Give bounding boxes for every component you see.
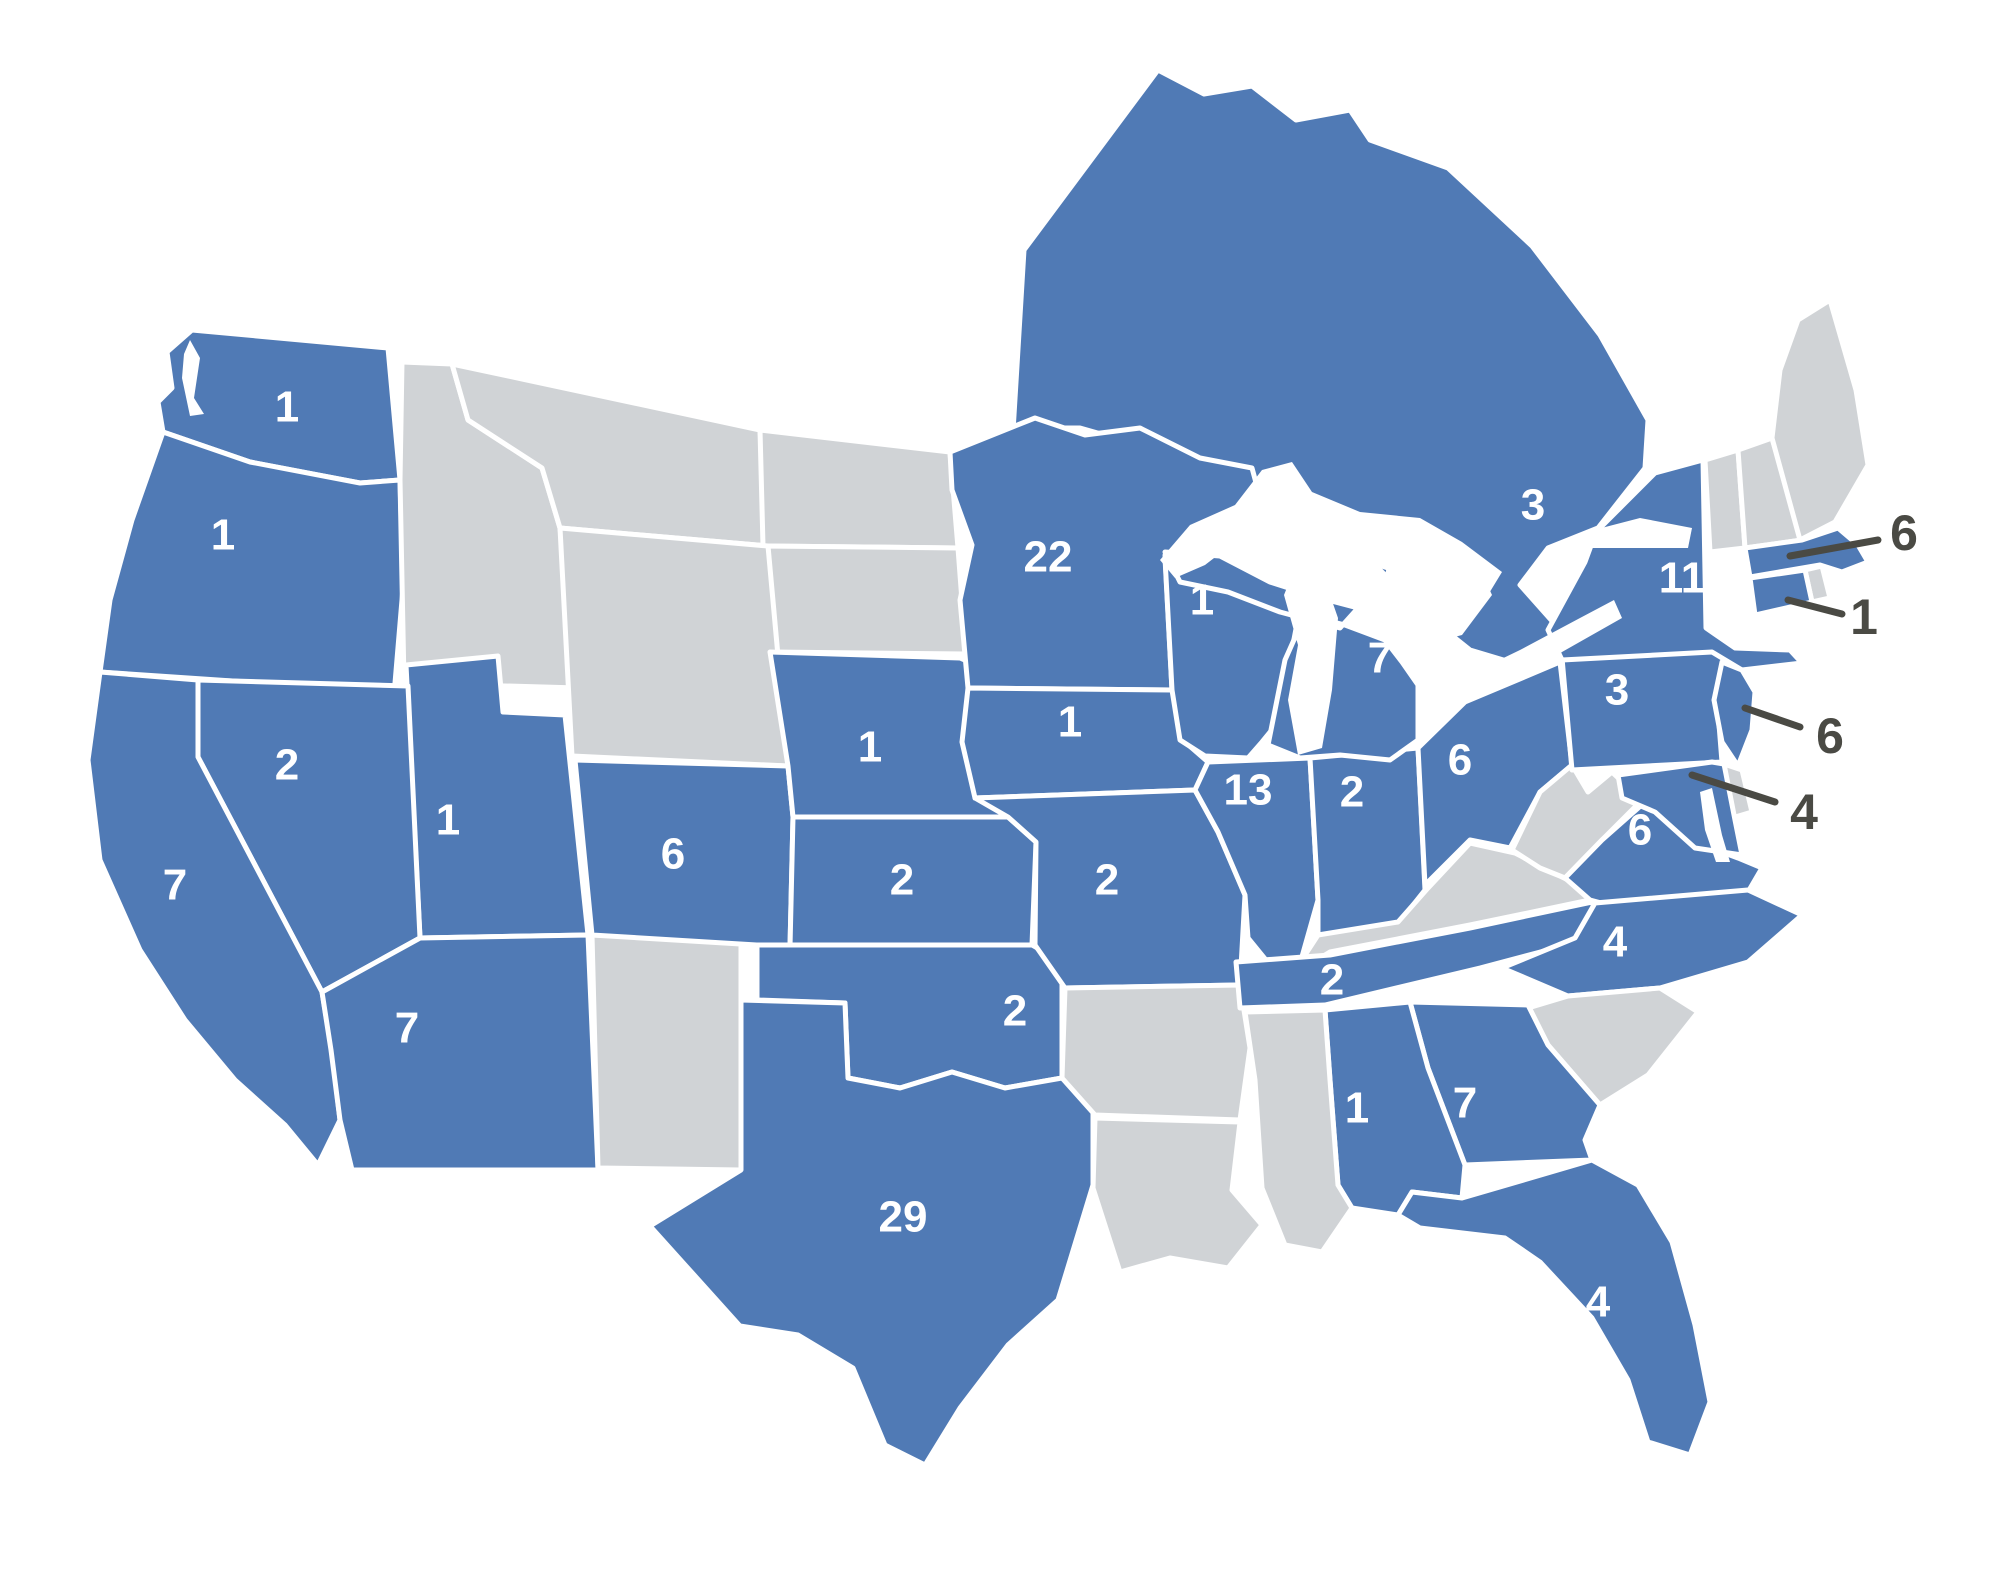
state-value-label-mn: 22 (1024, 533, 1073, 582)
puget-sound (182, 340, 204, 416)
state-mississippi (1242, 1007, 1355, 1255)
state-value-label-wi: 1 (1190, 576, 1214, 625)
state-value-label-ks: 2 (890, 856, 914, 905)
state-value-label-in: 2 (1340, 768, 1364, 817)
state-value-label-fl: 4 (1586, 1278, 1611, 1327)
state-california (85, 669, 343, 1168)
state-value-label-co: 6 (661, 830, 685, 879)
state-value-label-ia: 1 (1058, 698, 1082, 747)
state-value-label-oh: 6 (1448, 736, 1472, 785)
lake-ontario (1586, 518, 1692, 548)
state-value-label-ut: 1 (436, 796, 460, 845)
state-pennsylvania (1559, 642, 1733, 773)
state-value-label-ny: 11 (1659, 554, 1706, 603)
state-value-label-ga: 7 (1453, 1079, 1477, 1128)
lake-huron (1382, 545, 1492, 645)
state-texas (647, 997, 1096, 1468)
callout-value-label-ct: 1 (1850, 589, 1878, 645)
state-louisiana (1090, 1115, 1265, 1275)
callout-value-label-md: 4 (1790, 784, 1818, 840)
callout-value-label-ma: 6 (1890, 505, 1918, 561)
state-value-label-ca: 7 (163, 861, 187, 910)
state-value-label-tn: 2 (1320, 956, 1344, 1005)
state-wyoming (557, 525, 791, 769)
state-value-label-az: 7 (395, 1004, 419, 1053)
state-maine (1769, 297, 1871, 543)
state-value-label-mo: 2 (1095, 856, 1119, 905)
state-value-label-nv: 2 (275, 741, 299, 790)
chesapeake-bay (1700, 788, 1730, 862)
state-new-jersey (1711, 659, 1758, 769)
lake-michigan (1284, 560, 1338, 755)
state-new-mexico (589, 932, 744, 1173)
state-value-label-tx: 29 (879, 1193, 928, 1242)
state-value-label-il: 13 (1224, 766, 1273, 815)
state-iowa (959, 685, 1211, 801)
callout-leader-line-ma (1786, 536, 1882, 560)
state-florida (1395, 1157, 1713, 1458)
state-value-label-ok: 2 (1003, 987, 1027, 1036)
callout-leader-line-ct (1784, 596, 1846, 618)
state-connecticut (1747, 567, 1815, 618)
state-south-dakota (760, 543, 969, 657)
state-value-label-ne: 1 (858, 723, 882, 772)
state-value-label-va: 6 (1628, 806, 1652, 855)
lake-erie (1462, 600, 1622, 698)
callout-leader-line-md (1688, 771, 1779, 806)
state-value-label-mi: 7 (1368, 634, 1392, 683)
state-value-label-or: 1 (211, 511, 235, 560)
state-arizona (319, 932, 601, 1173)
callout-leader-line-nj (1741, 704, 1804, 731)
lakes-layer (182, 340, 1730, 862)
state-value-label-al: 1 (1345, 1084, 1369, 1133)
state-value-label-wa: 1 (275, 383, 299, 432)
state-value-label-nc: 4 (1603, 918, 1628, 967)
state-north-dakota (757, 427, 961, 551)
state-value-label-pa: 3 (1605, 666, 1629, 715)
state-arkansas (1059, 982, 1253, 1123)
state-utah (403, 653, 591, 941)
callout-value-label-nj: 6 (1816, 708, 1844, 764)
state-value-label-on: 3 (1521, 481, 1545, 530)
states-layer (85, 67, 1871, 1468)
